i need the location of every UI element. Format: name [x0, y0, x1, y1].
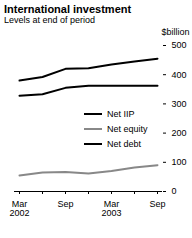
svg-text:500: 500	[172, 40, 187, 50]
svg-text:300: 300	[172, 99, 187, 109]
html-text:Net equity: Net equity	[107, 124, 148, 134]
svg-text:$billion: $billion	[161, 27, 189, 37]
svg-text:Sep: Sep	[149, 199, 165, 209]
svg-text:200: 200	[172, 128, 187, 138]
svg-text:Mar2003: Mar2003	[101, 199, 121, 218]
html-text:International investment: International investment	[4, 3, 132, 15]
html-text:Net IIP: Net IIP	[107, 109, 135, 119]
html-text:Levels at end of period: Levels at end of period	[4, 15, 96, 25]
svg-text:Mar2002: Mar2002	[9, 199, 29, 218]
svg-text:0: 0	[172, 186, 177, 196]
svg-text:Sep: Sep	[57, 199, 73, 209]
svg-text:400: 400	[172, 70, 187, 80]
svg-text:100: 100	[172, 157, 187, 167]
html-text:Net debt: Net debt	[107, 139, 141, 149]
